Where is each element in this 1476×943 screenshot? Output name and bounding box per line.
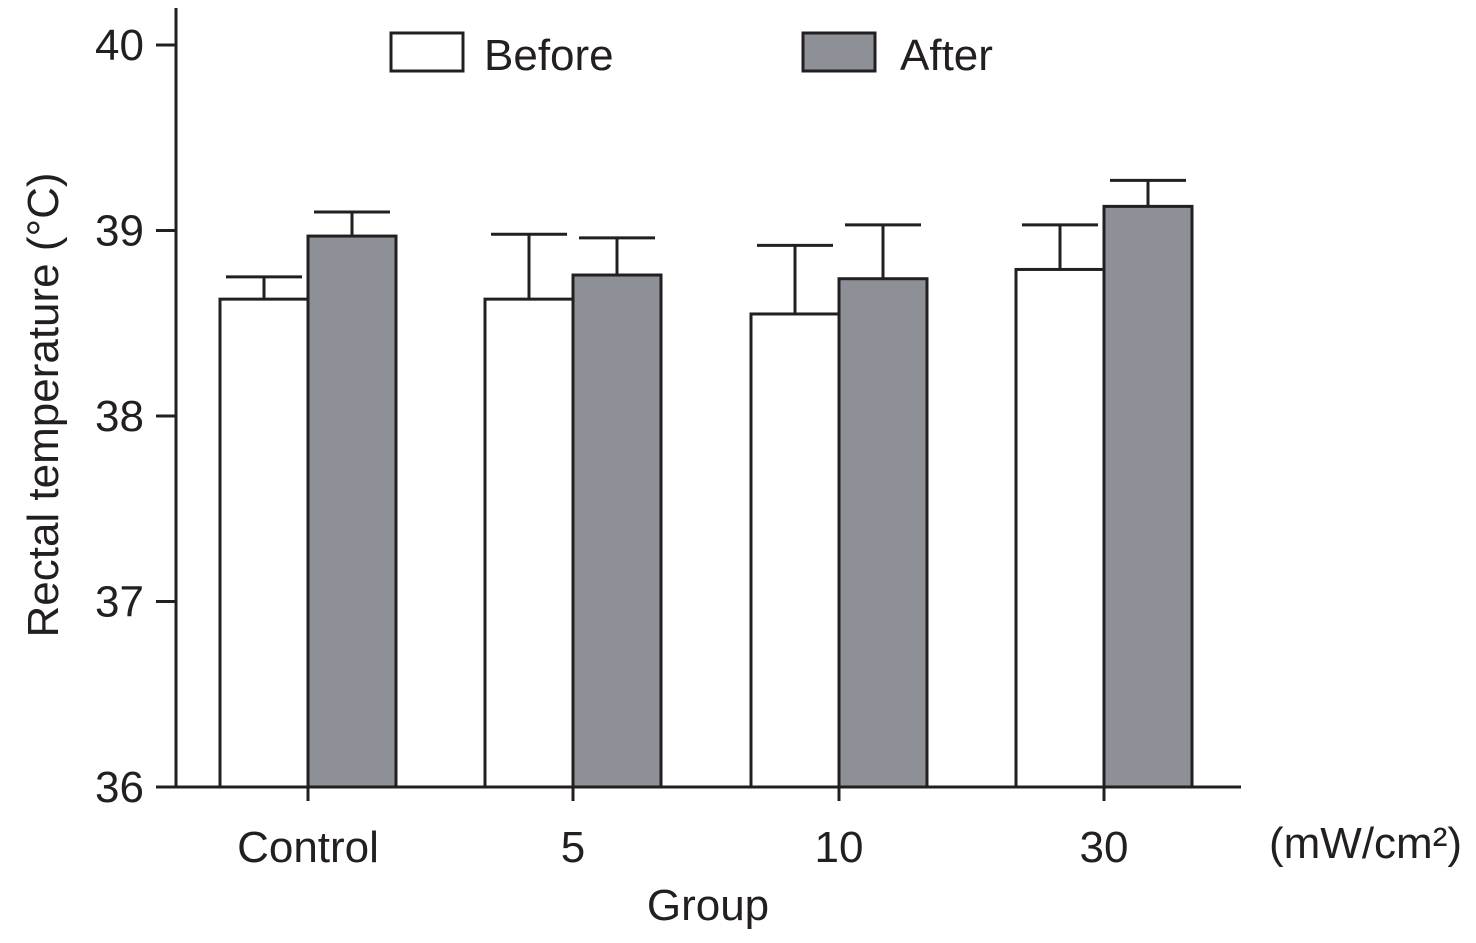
legend-swatch-before	[389, 31, 465, 73]
y-tick-label-37: 37	[95, 578, 144, 627]
error-bar-before-10	[757, 243, 833, 314]
bar-after-control	[306, 234, 398, 789]
x-tick-label-5: 5	[561, 823, 585, 872]
legend-item-before: Before	[389, 31, 614, 80]
error-bars-layer	[226, 178, 1186, 314]
y-axis-title: Rectal temperature (°C)	[19, 172, 68, 637]
error-bar-after-30	[1110, 178, 1186, 207]
error-bar-before-30	[1022, 223, 1098, 270]
bar-after-30	[1102, 204, 1194, 789]
x-axis-title: Group	[647, 881, 769, 930]
y-tick-label-40: 40	[95, 21, 144, 70]
bar-before-5	[483, 297, 575, 789]
error-bar-after-control	[314, 210, 390, 237]
error-bar-after-5	[579, 236, 655, 276]
x-axis-unit-label: (mW/cm²)	[1269, 819, 1462, 868]
y-tick-label-38: 38	[95, 392, 144, 441]
y-tick-label-36: 36	[95, 763, 144, 812]
x-tick-label-30: 30	[1080, 823, 1129, 872]
legend-label-before: Before	[484, 31, 614, 80]
axes-layer: 36 37 38 39 40 Control 5 10 30	[95, 8, 1241, 872]
error-bar-before-5	[491, 232, 567, 300]
bars-layer	[218, 204, 1194, 789]
x-tick-label-10: 10	[815, 823, 864, 872]
bar-before-30	[1014, 267, 1106, 789]
error-bar-before-control	[226, 275, 302, 300]
x-tick-label-control: Control	[237, 823, 379, 872]
error-bar-after-10	[845, 223, 921, 279]
legend: Before After	[389, 31, 993, 80]
y-tick-label-39: 39	[95, 207, 144, 256]
bar-after-10	[837, 277, 929, 789]
legend-item-after: After	[801, 31, 993, 80]
legend-label-after: After	[900, 31, 993, 80]
bar-before-10	[749, 312, 841, 789]
bar-before-control	[218, 297, 310, 789]
bar-after-5	[571, 273, 663, 789]
legend-swatch-after	[801, 31, 877, 73]
